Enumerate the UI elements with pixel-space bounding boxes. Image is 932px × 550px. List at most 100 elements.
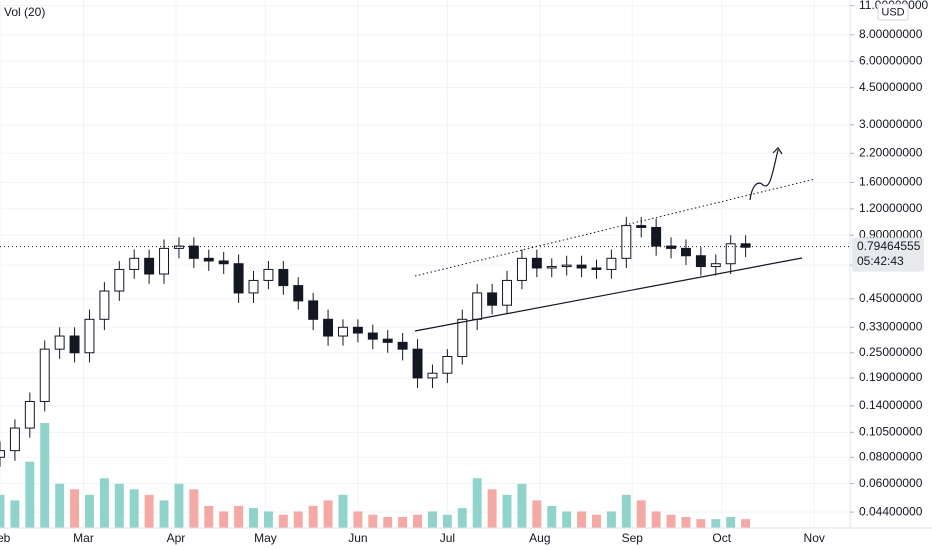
volume-bar	[174, 483, 184, 528]
volume-bar	[577, 511, 587, 528]
candle-body	[39, 348, 50, 402]
y-tick-label: 1.20000000	[859, 201, 923, 215]
volume-bar	[293, 511, 303, 528]
volume-bar	[219, 511, 229, 528]
candle-body	[129, 257, 140, 270]
candle-body	[561, 264, 572, 268]
y-tick-label: 6.00000000	[859, 53, 923, 67]
volume-bar	[517, 483, 527, 528]
candle-body	[695, 255, 706, 268]
candle-body	[323, 318, 334, 337]
y-tick-label: 0.04400000	[859, 504, 923, 518]
volume-bar	[323, 500, 333, 528]
x-tick-label: Apr	[167, 531, 186, 545]
volume-bar	[457, 508, 467, 528]
candle-body	[144, 257, 155, 275]
volume-bar	[159, 500, 169, 528]
volume-title: Vol (20)	[4, 5, 45, 19]
candle-body	[218, 260, 229, 265]
candle-body	[487, 292, 498, 306]
candle-body	[293, 285, 304, 302]
y-tick-label: 0.06000000	[859, 476, 923, 490]
volume-bar	[547, 505, 557, 528]
candle-body	[114, 268, 125, 292]
volume-bar	[55, 483, 65, 528]
candles	[0, 216, 751, 467]
candle-body	[502, 279, 512, 306]
y-tick-label: 0.45000000	[859, 291, 923, 305]
volume-bar	[129, 489, 139, 528]
y-tick-label: 4.50000000	[859, 80, 923, 94]
volume-bar	[189, 489, 199, 528]
y-tick-label: 0.19000000	[859, 370, 923, 384]
currency[interactable]: USD	[881, 6, 904, 18]
volume-bar	[10, 500, 20, 528]
volume-bar	[442, 514, 452, 528]
lower-trendline	[414, 257, 803, 332]
candle-body	[367, 332, 378, 340]
volume-bar	[592, 514, 601, 528]
volume-bar	[278, 514, 288, 528]
candle-body	[382, 338, 393, 343]
candle-body	[248, 279, 259, 294]
last-price-label: 0.79464555	[857, 239, 921, 253]
candle-body	[710, 263, 721, 268]
y-tick-label: 0.25000000	[859, 345, 923, 359]
volume-bar	[204, 505, 214, 528]
volume-bar	[741, 519, 751, 528]
volume-bar	[383, 516, 393, 528]
volume-bar	[85, 494, 94, 528]
volume-bar	[666, 514, 676, 528]
volume-bar	[636, 500, 646, 528]
volume-bar	[308, 505, 318, 528]
volume-bar	[144, 494, 154, 528]
x-tick-label: Mar	[73, 531, 94, 545]
x-tick-label: May	[254, 531, 277, 545]
candle-body	[680, 247, 691, 257]
volume-bar	[0, 494, 5, 528]
volume-bar	[413, 514, 423, 528]
candle-body	[636, 225, 647, 228]
volume-bar	[427, 511, 437, 528]
arrow-head	[772, 147, 783, 155]
candle-body	[576, 264, 587, 269]
y-tick-label: 0.33000000	[859, 319, 923, 333]
y-tick-label: 3.00000000	[859, 117, 923, 131]
volume-bar	[263, 511, 273, 528]
volume-bar	[606, 511, 616, 528]
candle-body	[725, 243, 736, 265]
candle-body	[0, 450, 5, 458]
volume-bar	[40, 423, 50, 528]
volume-bar	[70, 489, 80, 528]
candle-body	[546, 266, 557, 269]
volume-bar	[651, 511, 661, 528]
volume-bar	[99, 478, 109, 528]
candle-body	[203, 257, 214, 262]
candle-body	[591, 267, 602, 270]
volume-bar	[726, 516, 736, 528]
candle-body	[69, 335, 80, 354]
y-tick-label: 8.00000000	[859, 27, 923, 41]
volume-bar	[472, 478, 482, 528]
x-tick-label: Jun	[348, 531, 367, 545]
countdown: 05:42:43	[857, 254, 904, 268]
volume-bar	[338, 494, 348, 528]
candle-body	[516, 257, 527, 281]
candle-body	[442, 356, 453, 374]
candle-body	[99, 290, 110, 320]
candle-body	[173, 245, 184, 249]
volume-bar	[398, 516, 408, 528]
candle-body	[531, 257, 542, 269]
volume-bar	[25, 461, 35, 528]
last-price-box	[852, 237, 924, 272]
candle-body	[472, 292, 483, 320]
currency-box[interactable]	[877, 3, 909, 21]
y-tick-label: 2.20000000	[859, 145, 923, 159]
x-tick-label: Nov	[804, 531, 825, 545]
y-tick-label: 0.08000000	[859, 449, 923, 463]
candle-body	[159, 247, 170, 275]
candle-body	[9, 427, 20, 452]
projection-arrow	[749, 149, 779, 201]
